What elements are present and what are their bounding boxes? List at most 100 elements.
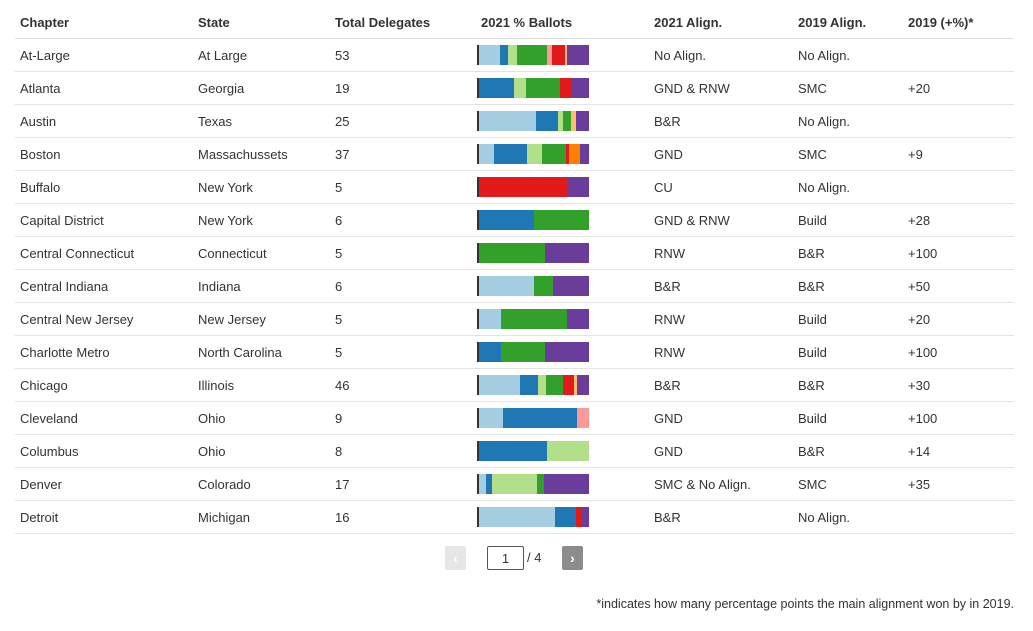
state-cell: Ohio — [193, 401, 330, 435]
col-header-2021-align[interactable]: 2021 Align. — [649, 6, 793, 39]
delegates-cell: 37 — [330, 137, 476, 171]
ballots-bar-cell — [476, 38, 649, 72]
ballots-stacked-bar — [477, 474, 589, 494]
align-2019-cell: SMC — [793, 137, 903, 171]
state-cell: Georgia — [193, 71, 330, 105]
ballots-bar-cell — [476, 203, 649, 237]
state-cell: Indiana — [193, 269, 330, 303]
delegates-cell: 9 — [330, 401, 476, 435]
page-number-input[interactable] — [487, 546, 524, 570]
col-header-state[interactable]: State — [193, 6, 330, 39]
ballot-segment-blue — [519, 375, 539, 395]
delegates-cell: 5 — [330, 335, 476, 369]
ballot-segment-green — [537, 474, 544, 494]
table-row: Chicago Illinois 46 B&R B&R +30 — [15, 368, 1014, 402]
chapter-cell: Atlanta — [15, 71, 193, 105]
align-2021-cell: GND — [649, 137, 793, 171]
ballot-segment-purple — [545, 243, 589, 263]
chapter-cell: Detroit — [15, 500, 193, 534]
delegates-cell: 53 — [330, 38, 476, 72]
table-row: Central New Jersey New Jersey 5 RNW Build +20 — [15, 302, 1014, 336]
next-page-button[interactable]: › — [562, 546, 583, 570]
ballots-stacked-bar — [477, 144, 589, 164]
chapter-cell: Cleveland — [15, 401, 193, 435]
delegates-cell: 5 — [330, 170, 476, 204]
ballot-segment-red — [551, 45, 565, 65]
table-row: Central Indiana Indiana 6 B&R B&R +50 — [15, 269, 1014, 303]
plus-2019-cell: +9 — [903, 137, 1014, 171]
ballot-segment-light-blue — [479, 276, 534, 296]
ballots-bar-cell — [476, 368, 649, 402]
ballots-bar-cell — [476, 302, 649, 336]
ballot-segment-blue — [536, 111, 559, 131]
state-cell: Michigan — [193, 500, 330, 534]
ballots-bar-cell — [476, 71, 649, 105]
ballots-bar-cell — [476, 269, 649, 303]
align-2019-cell: No Align. — [793, 170, 903, 204]
ballot-segment-red — [479, 177, 567, 197]
state-cell: North Carolina — [193, 335, 330, 369]
state-cell: Colorado — [193, 467, 330, 501]
align-2021-cell: GND — [649, 434, 793, 468]
col-header-2019-align[interactable]: 2019 Align. — [793, 6, 903, 39]
table-row: Austin Texas 25 B&R No Align. — [15, 104, 1014, 138]
col-header-2021-ballots[interactable]: 2021 % Ballots — [476, 6, 649, 39]
col-header-total-delegates[interactable]: Total Delegates — [330, 6, 476, 39]
state-cell: At Large — [193, 38, 330, 72]
ballot-segment-light-green — [507, 45, 518, 65]
table-row: Detroit Michigan 16 B&R No Align. — [15, 500, 1014, 534]
align-2019-cell: B&R — [793, 368, 903, 402]
ballot-segment-light-blue — [479, 144, 495, 164]
delegates-cell: 46 — [330, 368, 476, 402]
ballot-segment-light-blue — [479, 474, 486, 494]
pagination: ‹ / 4 › — [0, 546, 1033, 572]
ballot-segment-green — [534, 210, 589, 230]
ballot-segment-light-green — [558, 111, 563, 131]
chapter-cell: Central New Jersey — [15, 302, 193, 336]
align-2021-cell: B&R — [649, 500, 793, 534]
plus-2019-cell — [903, 104, 1014, 138]
ballot-segment-purple — [576, 375, 589, 395]
align-2021-cell: RNW — [649, 335, 793, 369]
ballot-segment-purple — [567, 177, 589, 197]
chapter-cell: Charlotte Metro — [15, 335, 193, 369]
align-2019-cell: SMC — [793, 467, 903, 501]
table-row: Cleveland Ohio 9 GND Build +100 — [15, 401, 1014, 435]
ballot-segment-blue — [554, 507, 576, 527]
footnote: *indicates how many percentage points th… — [596, 597, 1014, 611]
ballot-segment-purple — [580, 144, 589, 164]
col-header-chapter[interactable]: Chapter — [15, 6, 193, 39]
table-row: Columbus Ohio 8 GND B&R +14 — [15, 434, 1014, 468]
ballots-stacked-bar — [477, 408, 589, 428]
delegates-table-container: Chapter State Total Delegates 2021 % Bal… — [15, 6, 1014, 534]
chapter-cell: At-Large — [15, 38, 193, 72]
delegates-cell: 17 — [330, 467, 476, 501]
align-2021-cell: SMC & No Align. — [649, 467, 793, 501]
ballot-segment-green — [562, 111, 572, 131]
ballot-segment-purple — [571, 78, 589, 98]
align-2019-cell: B&R — [793, 434, 903, 468]
ballot-segment-red — [575, 507, 583, 527]
ballot-segment-blue — [499, 45, 508, 65]
col-header-2019-plus[interactable]: 2019 (+%)* — [903, 6, 1014, 39]
ballot-segment-blue — [485, 474, 493, 494]
chevron-right-icon: › — [570, 550, 575, 566]
align-2021-cell: CU — [649, 170, 793, 204]
ballot-segment-light-green — [527, 144, 542, 164]
plus-2019-cell — [903, 38, 1014, 72]
ballots-bar-cell — [476, 236, 649, 270]
align-2019-cell: No Align. — [793, 104, 903, 138]
state-cell: Ohio — [193, 434, 330, 468]
table-row: Boston Massachussets 37 GND SMC +9 — [15, 137, 1014, 171]
ballots-stacked-bar — [477, 78, 589, 98]
ballots-bar-cell — [476, 170, 649, 204]
ballots-stacked-bar — [477, 507, 589, 527]
plus-2019-cell: +100 — [903, 236, 1014, 270]
previous-page-button[interactable]: ‹ — [445, 546, 466, 570]
ballots-stacked-bar — [477, 210, 589, 230]
state-cell: Illinois — [193, 368, 330, 402]
ballot-segment-light-green — [514, 78, 527, 98]
align-2021-cell: GND — [649, 401, 793, 435]
ballot-segment-green — [541, 144, 566, 164]
ballots-stacked-bar — [477, 375, 589, 395]
